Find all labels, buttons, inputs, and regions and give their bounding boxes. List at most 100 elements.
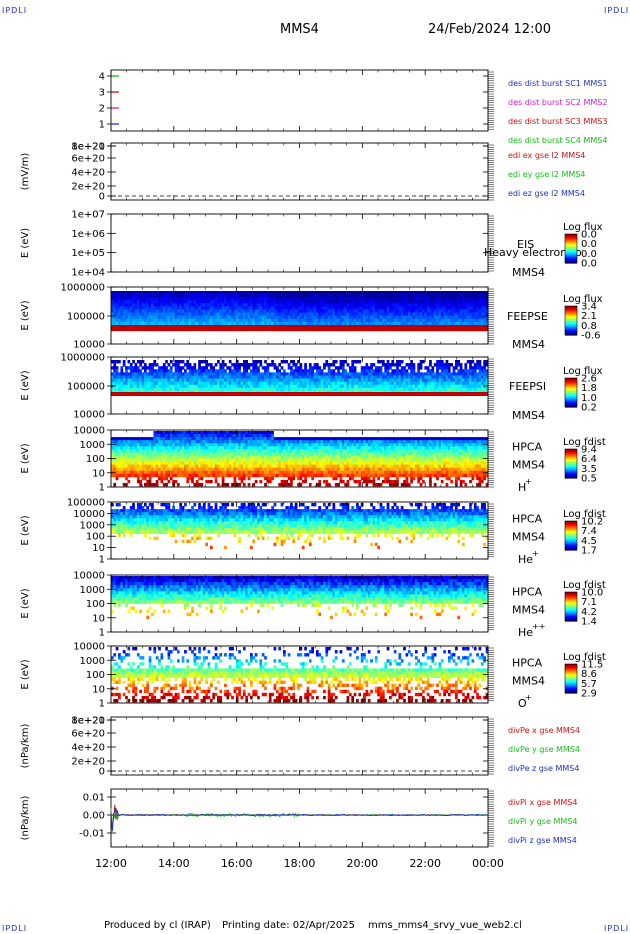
species-charge: +: [525, 693, 532, 702]
y-tick-label: 1e+21: [71, 716, 105, 727]
y-tick-label: 1000: [80, 585, 105, 596]
y-tick-label: 6e+20: [71, 729, 105, 740]
y-axis-label: E (eV): [20, 228, 31, 258]
footer-produced-by: Produced by cl (IRAP): [104, 920, 211, 931]
instrument-label: HPCA: [512, 657, 543, 670]
y-tick-label: 1e+06: [71, 229, 105, 240]
y-tick-label: 1: [99, 628, 105, 639]
colorbar-tick-label: 4.5: [581, 536, 597, 547]
y-tick-label: 100: [86, 599, 105, 610]
divpi-trace: [110, 808, 489, 832]
legend-entry: divPi z gse MMS4: [508, 836, 577, 845]
x-tick-label: 22:00: [409, 857, 441, 870]
colorbar-title: Log flux: [563, 366, 603, 377]
y-tick-label: 10: [92, 468, 105, 479]
y-axis-label: E (eV): [20, 588, 31, 618]
colorbar-tick-label: 1.8: [581, 383, 597, 394]
legend-entry: divPi x gse MMS4: [508, 798, 577, 807]
instrument-label: HPCA: [512, 586, 543, 599]
y-tick-label: 2e+20: [71, 757, 105, 768]
panel-frame: [110, 716, 489, 776]
legend-entry: edi ez gse l2 MMS4: [508, 189, 585, 198]
colorbar-title: Log fdist: [563, 437, 606, 448]
y-tick-label: 0: [99, 192, 105, 203]
colorbar-title: Log fdist: [563, 509, 606, 520]
colorbar-tick-label: 4.2: [581, 607, 597, 618]
y-tick-label: 10000: [73, 509, 105, 520]
legend-entry: divPi y gse MMS4: [508, 817, 577, 826]
y-tick-label: 10: [92, 613, 105, 624]
y-tick-label: 100: [86, 532, 105, 543]
legend-entry: edi ex gse l2 MMS4: [508, 151, 585, 160]
corner-label-tr: IPDLI: [604, 6, 630, 15]
colorbar-tick-label: 7.1: [581, 597, 597, 608]
y-tick-label: 1: [99, 555, 105, 566]
y-axis-label: E (eV): [20, 370, 31, 400]
legend-entry: des dist burst SC2 MMS2: [508, 98, 607, 107]
y-tick-label: 0.01: [83, 793, 105, 804]
colorbar-title: Log flux: [563, 222, 603, 233]
colorbar-tick-label: 0.0: [581, 230, 597, 241]
y-tick-label: 1: [99, 699, 105, 710]
corner-label-br: IPDLI: [604, 924, 630, 933]
spacecraft-label: MMS4: [512, 531, 545, 544]
colorbar-tick-label: -0.6: [581, 331, 601, 342]
legend-entry: des dist burst SC4 MMS4: [508, 136, 607, 145]
y-tick-label: 10000: [73, 571, 105, 582]
spacecraft-label: MMS4: [512, 675, 545, 688]
divpi-trace: [110, 808, 489, 832]
colorbar-tick-label: 3.4: [581, 302, 597, 313]
y-tick-label: 100000: [67, 312, 105, 323]
y-axis-label: (nPa/km): [20, 796, 31, 841]
y-tick-label: 10000: [73, 410, 105, 421]
y-tick-label: 1e+21: [71, 142, 105, 153]
y-tick-label: 1e+07: [71, 210, 105, 221]
overlay-text: Heavy electron to: [484, 246, 582, 259]
y-axis-label: (nPa/km): [20, 724, 31, 769]
y-tick-label: 4e+20: [71, 168, 105, 179]
colorbar-tick-label: 2.9: [581, 689, 597, 700]
datetime-title: 24/Feb/2024 12:00: [428, 22, 551, 37]
species-charge: +: [525, 477, 532, 486]
colorbar-tick-label: 0.0: [581, 259, 597, 270]
species-label: He: [518, 553, 533, 566]
y-tick-label: 1: [99, 120, 105, 131]
legend-entry: edi ey gse l2 MMS4: [508, 170, 586, 179]
y-tick-label: 100: [86, 670, 105, 681]
spacecraft-label: MMS4: [512, 604, 545, 617]
y-tick-label: 10: [92, 684, 105, 695]
instrument-label: HPCA: [512, 441, 543, 454]
colorbar-tick-label: 8.6: [581, 669, 597, 680]
colorbar-tick-label: 0.0: [581, 249, 597, 260]
panel-hpca_hepp: 1 10 100 1000 10000 E (eV) HPCA MMS4 He++ Log fdi…: [20, 571, 606, 640]
y-tick-label: 2e+20: [71, 182, 105, 193]
panel-feepsi: 10000 100000 1000000 E (eV) FEEPSI MMS4 Log fl…: [20, 353, 603, 423]
y-tick-label: 10000: [73, 340, 105, 351]
panel-hpca_o: 1 10 100 1000 10000 E (eV) HPCA MMS4 O+ Log fdist…: [20, 642, 606, 711]
colorbar-tick-label: 10.0: [581, 588, 603, 599]
instrument-label: HPCA: [512, 513, 543, 526]
x-tick-label: 16:00: [221, 857, 253, 870]
colorbar-tick-label: 1.7: [581, 546, 597, 557]
spacecraft-label: MMS4: [512, 459, 545, 472]
y-tick-label: 1000000: [60, 283, 105, 294]
panel-burst: 1 2 3 4 des dist burst SC1 MMS1 des dist burs…: [99, 69, 607, 145]
y-tick-label: 0.00: [83, 811, 105, 822]
y-tick-label: 2: [99, 104, 105, 115]
legend-entry: des dist burst SC3 MMS3: [508, 117, 607, 126]
colorbar-title: Log fdist: [563, 652, 606, 663]
y-tick-label: 1000: [80, 440, 105, 451]
colorbar-tick-label: 0.8: [581, 321, 597, 332]
species-label: He: [518, 626, 533, 639]
y-tick-label: 10000: [73, 426, 105, 437]
legend-entry: divPe y gse MMS4: [508, 745, 580, 754]
colorbar-title: Log flux: [563, 294, 603, 305]
colorbar-tick-label: 1.0: [581, 393, 597, 404]
colorbar-tick-label: 11.5: [581, 660, 603, 671]
y-axis-label: E (eV): [20, 300, 31, 330]
colorbar-tick-label: 0.5: [581, 474, 597, 485]
x-tick-label: 12:00: [95, 857, 127, 870]
feepse-band: [111, 325, 488, 331]
spacecraft-label: MMS4: [512, 266, 545, 279]
y-tick-label: 1000: [80, 656, 105, 667]
